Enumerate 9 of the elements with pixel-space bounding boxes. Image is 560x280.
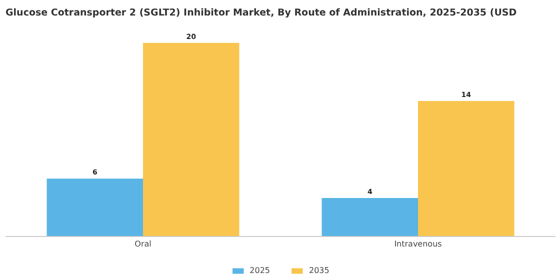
x-tick-label: Oral [134, 240, 152, 249]
x-tick-label: Intravenous [394, 240, 442, 249]
bar [143, 42, 240, 237]
legend-label: 2025 [250, 266, 270, 275]
bar [418, 101, 514, 237]
bar [322, 198, 418, 237]
legend-label: 2035 [309, 266, 330, 275]
chart-title: Glucose Cotransporter 2 (SGLT2) Inhibitor Market, By Route of Administration, 2025-2035 (USD [6, 8, 517, 18]
bar [46, 178, 143, 237]
